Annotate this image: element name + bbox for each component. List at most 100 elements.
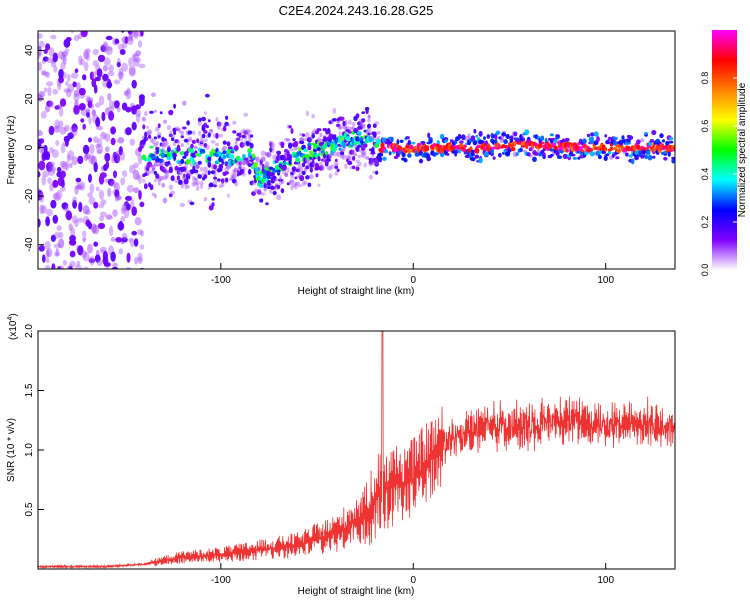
spectrogram-cell: [363, 143, 368, 148]
spectrogram-cell: [60, 52, 66, 62]
spectrogram-cell: [87, 243, 93, 254]
spectrogram-cell: [164, 169, 170, 175]
spectrogram-cell: [71, 215, 78, 224]
spectrogram-cell: [58, 238, 65, 249]
spectrogram-cell: [413, 145, 417, 150]
spectrogram-cell: [126, 87, 131, 94]
spectrogram-cell: [628, 135, 634, 141]
spectrogram-cell: [80, 108, 88, 117]
spectrogram-cell: [478, 157, 483, 164]
spectrogram-cell: [129, 138, 135, 146]
spectrogram-cell: [128, 281, 134, 289]
spectrogram-cell: [282, 154, 287, 159]
spectrogram-cell: [117, 71, 125, 79]
spectrogram-cell: [470, 157, 476, 162]
spectrogram-cell: [263, 182, 267, 188]
spectrogram-cell: [61, 202, 69, 210]
spectrogram-cell: [220, 178, 225, 184]
spectrogram-cell: [334, 171, 339, 176]
spectrogram-cell: [77, 184, 84, 190]
spectrogram-cell: [108, 64, 114, 73]
spectrogram-cell: [228, 177, 232, 182]
spectrogram-cell: [38, 94, 44, 102]
spectrogram-cell: [191, 139, 196, 144]
spectrogram-cell: [277, 184, 281, 190]
spectrogram-cell: [349, 149, 355, 155]
spectrogram-cell: [149, 169, 154, 174]
spectrogram-cell: [272, 175, 277, 180]
spectrogram-cell: [39, 138, 45, 144]
spectrogram-cell: [160, 152, 166, 159]
spectrogram-cell: [242, 161, 246, 166]
spectrogram-cell: [498, 152, 502, 158]
spectrogram-cell: [247, 163, 252, 167]
spectrogram-cell: [544, 137, 548, 144]
spectrogram-cell: [127, 33, 133, 40]
spectrogram-cell: [143, 158, 149, 162]
spectrogram-cell: [82, 74, 87, 81]
spectrogram-cell: [164, 170, 170, 174]
spectrogram-cell: [555, 151, 560, 157]
spectrogram-cell: [352, 165, 356, 170]
spectrogram-cell: [75, 177, 82, 183]
spectrogram-cell: [226, 141, 231, 147]
spectrogram-cell: [102, 65, 109, 72]
spectrogram-cell: [48, 125, 55, 136]
spectrogram-cell: [334, 165, 339, 169]
spectrogram-cell: [476, 144, 481, 149]
colorbar-label: Normalized spectral amplitude: [737, 82, 748, 217]
spectrogram-cell: [68, 265, 73, 269]
spectrogram-cell: [363, 150, 367, 157]
spectrogram-cell: [43, 144, 48, 154]
spectrogram-cell: [269, 188, 273, 194]
spectrogram-cell: [48, 47, 55, 57]
spectrogram-cell: [151, 92, 156, 97]
spectrogram-cell: [53, 125, 61, 133]
spectrogram-cell: [322, 138, 328, 143]
spectrogram-cell: [321, 141, 325, 145]
spectrogram-cell: [356, 144, 362, 148]
spectrogram-cell: [38, 218, 41, 228]
spectrogram-cell: [613, 146, 618, 151]
spectrogram-cell: [115, 195, 123, 201]
spectrogram-cell: [44, 241, 51, 250]
spectrogram-cell: [636, 144, 641, 150]
spectrogram-cell: [225, 115, 229, 120]
spectrogram-cell: [318, 161, 324, 168]
spectrogram-cell: [114, 182, 120, 193]
spectrogram-cell: [286, 138, 291, 142]
colorbar-tick-label: 0.4: [700, 168, 710, 181]
spectrogram-cell: [240, 129, 244, 135]
spectrogram-cell: [440, 152, 445, 158]
spectrogram-cell: [51, 263, 56, 269]
spectrogram-cell: [222, 145, 228, 151]
spectrogram-cell: [278, 178, 283, 182]
spectrogram-cell: [338, 124, 342, 129]
spectrogram-cell: [201, 126, 206, 132]
spectrogram-cell: [46, 248, 53, 258]
spectrogram-cell: [85, 153, 91, 160]
spectrogram-cell: [307, 182, 312, 187]
spectrogram-cell: [231, 178, 237, 184]
spectrogram-cell: [232, 130, 237, 134]
spectrogram-cell: [47, 177, 52, 185]
spectrogram-cell: [176, 170, 181, 175]
spectrogram-cell: [103, 57, 111, 66]
spectrogram-cell: [372, 131, 377, 138]
spectrogram-cell: [239, 168, 245, 173]
spectrogram-cell: [111, 280, 116, 288]
spectrogram-cell: [299, 175, 305, 182]
spectrogram-cell: [36, 10, 40, 20]
spectrogram-cell: [351, 149, 356, 155]
spectrogram-cell: [128, 237, 133, 243]
spectrogram-cell: [358, 137, 364, 141]
spectrogram-cell: [58, 265, 64, 269]
spectrogram-cell: [205, 93, 210, 98]
spectrogram-cell: [92, 136, 99, 144]
snr-x-axis-label: Height of straight line (km): [298, 586, 415, 597]
spectrogram-cell: [180, 130, 185, 136]
spectrogram-cell: [207, 132, 211, 138]
spectrogram-cell: [201, 148, 206, 154]
spectrogram-cell: [171, 137, 175, 142]
spectrogram-cell: [116, 61, 121, 68]
